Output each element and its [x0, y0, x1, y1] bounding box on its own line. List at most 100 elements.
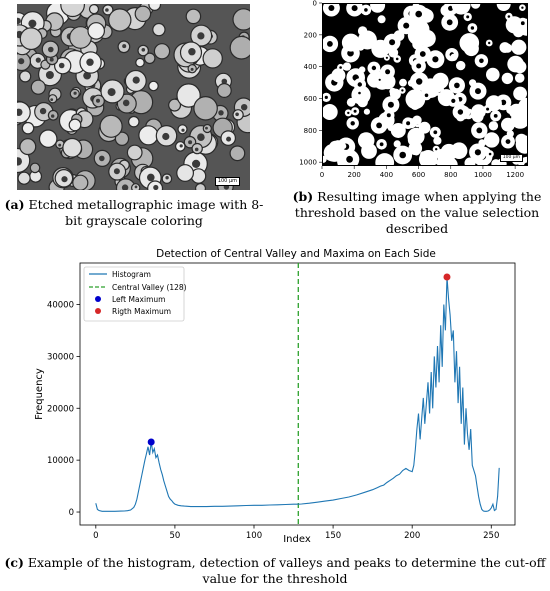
grain-core — [376, 122, 382, 129]
grain — [471, 110, 484, 123]
grain-core — [357, 82, 362, 87]
grain — [153, 43, 171, 60]
grain — [359, 133, 367, 140]
grain-core — [17, 17, 21, 25]
grain-core — [61, 176, 68, 183]
grain — [389, 87, 397, 95]
grain — [501, 72, 514, 85]
grain-core — [432, 56, 439, 63]
x-tick-label: 1000 — [474, 171, 492, 179]
grain-core — [113, 168, 120, 175]
grain — [501, 117, 515, 132]
y-tick-label: 600 — [304, 95, 317, 103]
grain-core — [188, 140, 193, 145]
y-axis-label: Frequency — [34, 368, 45, 420]
grain — [496, 4, 511, 11]
grain — [429, 77, 445, 93]
grain-core — [45, 71, 54, 79]
left-maximum-point — [147, 438, 155, 446]
grain-core — [457, 109, 464, 115]
metallographic-image: 100 μm — [17, 4, 250, 190]
x-tick-label: 0 — [320, 171, 324, 179]
grain — [399, 78, 407, 87]
x-tick-label: 50 — [169, 531, 180, 541]
grain-core — [192, 159, 201, 168]
grain — [371, 39, 390, 58]
y-tick-label: 0 — [313, 0, 317, 8]
grain-core — [433, 130, 438, 135]
grain-core — [371, 65, 377, 71]
caption-c: (c) Example of the histogram, detection … — [0, 555, 550, 587]
legend-valley-label: Central Valley (128) — [112, 283, 187, 292]
y-tick-label: 10000 — [47, 456, 74, 466]
grain-core — [188, 48, 196, 56]
grain-core — [351, 5, 358, 12]
grain-core — [51, 114, 55, 118]
y-tick-label: 400 — [304, 63, 317, 71]
grain — [377, 15, 386, 24]
grain-core — [17, 108, 23, 116]
grain-core — [385, 69, 391, 75]
y-tick-label: 800 — [304, 127, 317, 135]
grain-core — [48, 46, 54, 53]
histogram-line — [95, 276, 500, 512]
grain — [418, 29, 436, 47]
grain — [486, 67, 500, 82]
grain — [357, 26, 368, 36]
grain — [450, 142, 468, 159]
grain-core — [505, 139, 511, 145]
scale-bar-b: 100 μm — [499, 154, 523, 162]
grain-core — [386, 113, 391, 118]
grain-core — [18, 58, 25, 65]
grain — [229, 35, 250, 60]
grain-core — [194, 147, 199, 152]
grain-core — [401, 89, 404, 92]
x-axis-ticks: 0 50 100 150 200 250 — [93, 525, 499, 541]
grain-core — [328, 5, 335, 11]
grain — [323, 104, 338, 120]
grain — [60, 4, 85, 18]
threshold-x-ticks: 0 200 400 600 800 1000 1200 — [320, 166, 524, 179]
grain-core — [507, 15, 511, 18]
plot-frame — [79, 262, 516, 526]
right-maximum-point — [443, 273, 451, 281]
grain-core — [493, 114, 498, 118]
grain-core — [86, 58, 94, 66]
binary-micrograph — [323, 4, 527, 165]
grain-core — [17, 157, 22, 166]
grain — [148, 80, 159, 92]
grain — [135, 57, 145, 68]
grain — [418, 121, 431, 134]
grain-core — [58, 62, 65, 69]
grain-core — [205, 126, 208, 130]
legend-histogram-label: Histogram — [112, 270, 151, 279]
scale-bar-a: 100 μm — [214, 177, 240, 186]
y-axis-ticks: 0 10000 20000 30000 40000 — [47, 301, 80, 518]
grain-core — [35, 57, 41, 63]
grain-core — [406, 121, 411, 126]
grain — [138, 125, 159, 146]
grain — [193, 96, 218, 121]
grain — [393, 30, 405, 42]
grain — [134, 5, 152, 23]
grain — [511, 39, 527, 55]
grain — [19, 27, 43, 51]
grain-core — [49, 57, 54, 62]
caption-b-letter: (b) — [292, 189, 314, 204]
grain — [514, 73, 525, 83]
grain — [68, 118, 82, 132]
grain-core — [389, 39, 396, 46]
x-tick-label: 250 — [483, 531, 499, 541]
binary-threshold-image: 100 μm — [322, 3, 528, 166]
grain — [99, 114, 123, 138]
x-tick-label: 150 — [325, 531, 341, 541]
grain — [342, 62, 352, 71]
grain — [72, 174, 89, 190]
y-tick-label: 1000 — [300, 159, 317, 167]
grain — [329, 140, 342, 154]
grain-core — [165, 176, 169, 180]
grain — [370, 4, 386, 13]
grain — [88, 4, 100, 15]
y-tick-label: 40000 — [47, 301, 74, 311]
grain-core — [327, 41, 333, 47]
